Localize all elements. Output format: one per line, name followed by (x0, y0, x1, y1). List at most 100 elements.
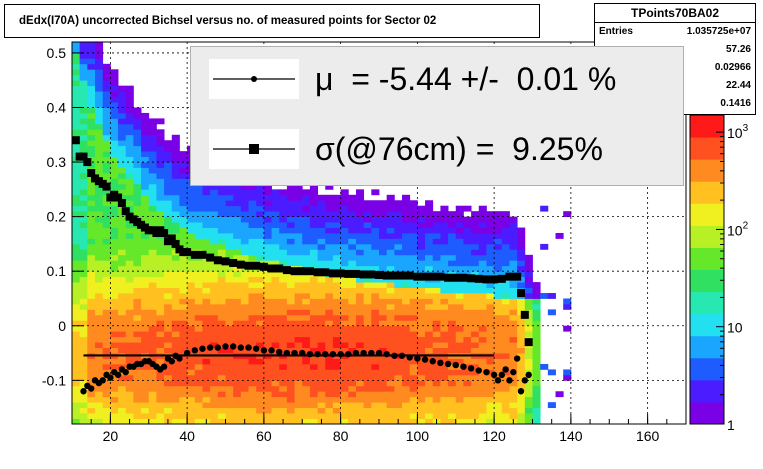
heatmap-cell (164, 413, 173, 419)
heatmap-cell (164, 369, 173, 376)
heatmap-cell (309, 396, 319, 403)
heatmap-cell (164, 227, 173, 234)
heatmap-cell (179, 260, 188, 267)
heatmap-cell (286, 369, 295, 376)
heatmap-cell (102, 69, 111, 76)
heatmap-cell (332, 347, 342, 354)
heatmap-cell (379, 222, 388, 228)
heatmap-cell (302, 298, 311, 305)
heatmap-cell (102, 80, 111, 87)
heatmap-cell (233, 347, 242, 354)
heatmap-cell (478, 249, 487, 256)
heatmap-cell (371, 391, 380, 398)
heatmap-cell (379, 391, 388, 398)
heatmap-cell (325, 396, 334, 403)
heatmap-cell (110, 303, 119, 310)
heatmap-cell (95, 194, 104, 201)
heatmap-cell (256, 407, 265, 414)
heatmap-cell (118, 347, 127, 354)
heatmap-cell (148, 145, 157, 152)
heatmap-cell (87, 413, 96, 419)
heatmap-cell (95, 151, 104, 157)
heatmap-cell (486, 293, 495, 299)
heatmap-cell (279, 314, 288, 321)
heatmap-cell (501, 282, 510, 288)
heatmap-cell (118, 407, 127, 414)
heatmap-cell (256, 391, 265, 398)
heatmap-cell (210, 222, 219, 228)
heatmap-cell (187, 233, 196, 239)
heatmap-cell (79, 85, 88, 92)
heatmap-cell (179, 183, 188, 190)
heatmap-cell (394, 358, 403, 365)
heatmap-cell (379, 200, 388, 207)
heatmap-cell (286, 325, 295, 332)
heatmap-cell (524, 325, 533, 332)
heatmap-cell (279, 347, 288, 354)
heatmap-cell (355, 200, 365, 207)
heatmap-cell (95, 396, 104, 403)
heatmap-cell (279, 336, 288, 343)
heatmap-cell (194, 183, 203, 190)
heatmap-cell (294, 227, 303, 234)
heatmap-cell (402, 342, 411, 348)
mean-point (268, 347, 275, 354)
heatmap-cell (524, 303, 533, 310)
heatmap-cell (394, 369, 403, 376)
heatmap-cell (332, 200, 342, 207)
heatmap-cell (248, 238, 257, 245)
heatmap-cell (478, 222, 487, 228)
heatmap-cell (471, 413, 480, 419)
heatmap-cell (463, 282, 472, 288)
heatmap-cell (524, 331, 533, 338)
heatmap-cell (302, 380, 311, 387)
mean-markers (80, 343, 532, 395)
heatmap-cell (409, 233, 418, 239)
heatmap-cell (233, 265, 242, 272)
heatmap-cell (271, 320, 280, 327)
heatmap-cell (72, 200, 81, 207)
heatmap-cell (524, 418, 533, 425)
heatmap-cell (179, 342, 188, 348)
heatmap-cell (317, 391, 326, 398)
heatmap-cell (79, 303, 88, 310)
heatmap-cell (194, 233, 203, 239)
heatmap-cell (179, 162, 188, 168)
heatmap-cell (325, 358, 334, 365)
heatmap-cell (425, 238, 434, 245)
heatmap-cell (95, 402, 104, 409)
heatmap-cell (386, 396, 395, 403)
heatmap-cell (355, 374, 365, 381)
heatmap-cell (309, 282, 319, 288)
y-tick-label: 0.1 (47, 263, 67, 279)
heatmap-cell (402, 314, 411, 321)
heatmap-cell (225, 298, 234, 305)
heatmap-cell (348, 320, 357, 327)
heatmap-cell (417, 282, 426, 288)
heatmap-cell (302, 320, 311, 327)
heatmap-cell (432, 347, 441, 354)
heatmap-cell (87, 260, 96, 267)
heatmap-cell (225, 303, 234, 310)
heatmap-cell (256, 200, 265, 207)
heatmap-cell (148, 402, 157, 409)
heatmap-cell (240, 271, 249, 278)
heatmap-cell (263, 216, 272, 223)
heatmap-cell (302, 282, 311, 288)
heatmap-cell (248, 200, 257, 207)
heatmap-cell (471, 391, 480, 398)
heatmap-cell (240, 309, 249, 316)
heatmap-cell (478, 254, 487, 261)
heatmap-cell (102, 287, 111, 294)
heatmap-cell (141, 287, 150, 294)
heatmap-cell (425, 369, 434, 376)
heatmap-cell (102, 85, 111, 92)
heatmap-cell (110, 331, 119, 338)
heatmap-cell (125, 320, 134, 327)
heatmap-cell (494, 222, 503, 228)
heatmap-cell (225, 233, 234, 239)
heatmap-cell (386, 293, 395, 299)
heatmap-cell (532, 358, 541, 365)
heatmap-cell (233, 200, 242, 207)
heatmap-cell (448, 347, 457, 354)
